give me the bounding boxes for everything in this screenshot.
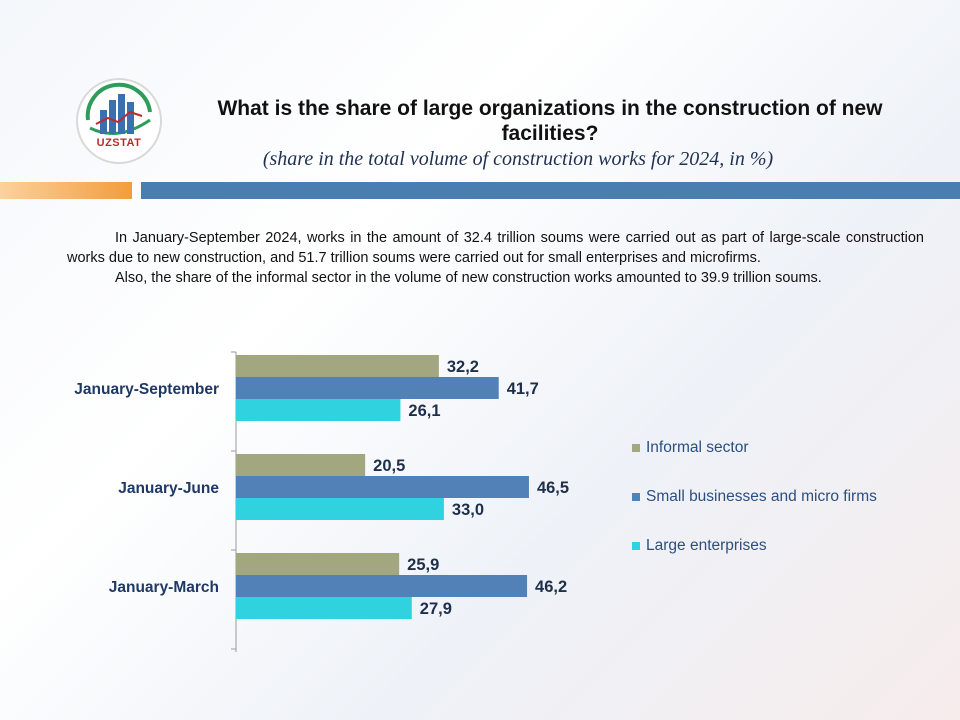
decorative-blue-band	[141, 182, 960, 199]
category-label: January-March	[109, 579, 219, 596]
uzstat-logo: UZSTAT	[76, 78, 162, 164]
intro-paragraph-1: In January-September 2024, works in the …	[67, 230, 924, 266]
data-label: 20,5	[373, 457, 405, 475]
category-label: January-September	[74, 381, 219, 398]
bar	[236, 553, 400, 575]
bar	[236, 575, 528, 597]
data-label: 27,9	[420, 600, 452, 618]
legend-swatch	[632, 493, 640, 501]
bar	[236, 355, 439, 377]
data-label: 46,2	[535, 578, 567, 596]
bar	[236, 498, 444, 520]
legend-label: Small businesses and micro firms	[646, 488, 877, 505]
bar	[236, 399, 401, 421]
bar	[236, 454, 366, 476]
decorative-orange-band	[0, 182, 132, 199]
bar	[236, 377, 499, 399]
logo-text: UZSTAT	[96, 137, 142, 149]
logo-graphic-icon	[85, 82, 152, 135]
category-label: January-June	[118, 480, 219, 497]
data-label: 33,0	[452, 501, 484, 519]
bar	[236, 476, 529, 498]
page-subtitle: (share in the total volume of constructi…	[262, 148, 774, 170]
data-label: 46,5	[537, 479, 569, 497]
legend-swatch	[632, 542, 640, 550]
bar	[236, 597, 412, 619]
data-label: 41,7	[507, 380, 539, 398]
data-label: 25,9	[407, 556, 439, 574]
legend-swatch	[632, 444, 640, 452]
page-title: What is the share of large organizations…	[217, 97, 883, 145]
data-label: 32,2	[447, 358, 479, 376]
legend-label: Large enterprises	[646, 537, 767, 554]
data-label: 26,1	[408, 402, 440, 420]
intro-paragraph-2: Also, the share of the informal sector i…	[115, 270, 822, 286]
intro-text: In January-September 2024, works in the …	[67, 228, 924, 288]
bar-chart: January-September 32,2 41,7 26,1 January-Jun…	[74, 351, 877, 652]
legend-label: Informal sector	[646, 439, 749, 456]
